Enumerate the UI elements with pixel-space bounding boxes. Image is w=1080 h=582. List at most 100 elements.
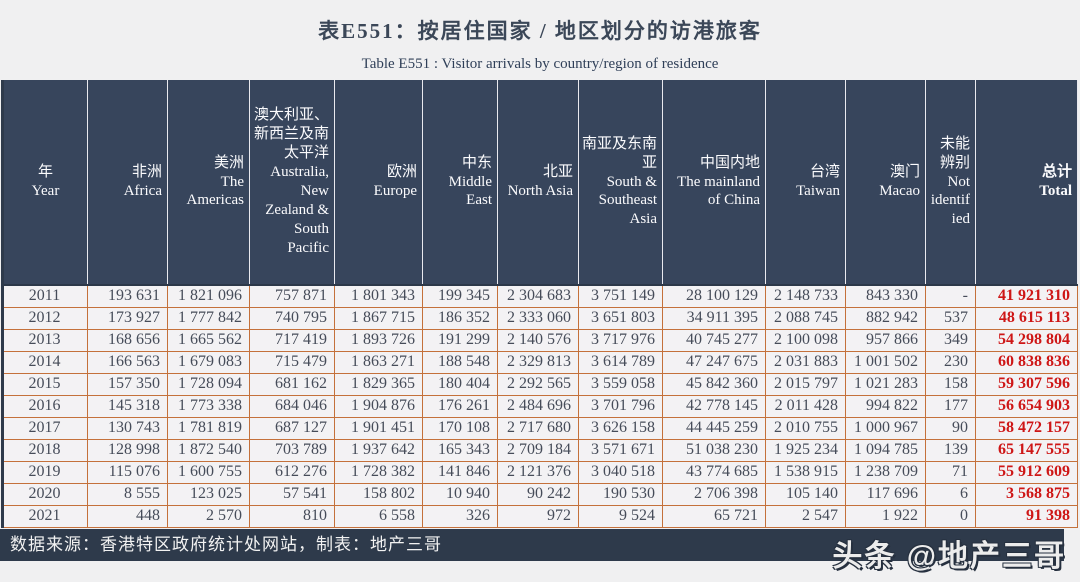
cell-north-asia: 2 709 184 <box>497 438 579 462</box>
title-block: 表E551：按居住国家 / 地区划分的访港旅客 Table E551 : Vis… <box>0 0 1080 80</box>
cell-australia-nz-south-pacific: 681 162 <box>249 372 335 396</box>
cell-europe: 1 893 726 <box>334 328 423 352</box>
cell-middle-east: 176 261 <box>422 394 498 418</box>
cell-taiwan: 2 100 098 <box>765 328 846 352</box>
cell-americas: 1 872 540 <box>167 438 250 462</box>
cell-taiwan: 1 538 915 <box>765 460 846 484</box>
cell-taiwan: 2 010 755 <box>765 416 846 440</box>
cell-middle-east: 170 108 <box>422 416 498 440</box>
cell-americas: 1 600 755 <box>167 460 250 484</box>
table-header-row: 年 Year 非洲 Africa 美洲 The Americas 澳大利亚、新西兰及南太平洋… <box>2 80 1078 286</box>
cell-mainland-china: 44 445 259 <box>662 416 766 440</box>
col-header-taiwan: 台湾 Taiwan <box>765 80 846 286</box>
col-header-africa: 非洲 Africa <box>87 80 168 286</box>
cell-macao: 843 330 <box>845 284 926 308</box>
cell-europe: 1 801 343 <box>334 284 423 308</box>
cell-europe: 1 904 876 <box>334 394 423 418</box>
cell-taiwan: 105 140 <box>765 482 846 506</box>
cell-north-asia: 90 242 <box>497 482 579 506</box>
cell-mainland-china: 51 038 230 <box>662 438 766 462</box>
cell-not-identified: 349 <box>925 328 976 352</box>
cell-mainland-china: 34 911 395 <box>662 306 766 330</box>
table-row-2014: 2014 166 563 1 679 083 715 479 1 863 271 188 … <box>2 350 1078 374</box>
cell-macao: 1 000 967 <box>845 416 926 440</box>
cell-south-southeast-asia: 3 571 671 <box>578 438 663 462</box>
cell-total: 48 615 113 <box>975 306 1078 330</box>
cell-australia-nz-south-pacific: 715 479 <box>249 350 335 374</box>
cell-middle-east: 199 345 <box>422 284 498 308</box>
col-header-total: 总计 Total <box>975 80 1078 286</box>
cell-americas: 1 679 083 <box>167 350 250 374</box>
cell-not-identified: - <box>925 284 976 308</box>
cell-north-asia: 2 121 376 <box>497 460 579 484</box>
cell-australia-nz-south-pacific: 612 276 <box>249 460 335 484</box>
cell-year: 2015 <box>2 372 88 396</box>
cell-africa: 448 <box>87 504 168 528</box>
cell-africa: 166 563 <box>87 350 168 374</box>
cell-australia-nz-south-pacific: 57 541 <box>249 482 335 506</box>
cell-mainland-china: 43 774 685 <box>662 460 766 484</box>
col-header-australia-nz-south-pacific: 澳大利亚、新西兰及南太平洋 Australia, New Zealand & So… <box>249 80 335 286</box>
cell-mainland-china: 2 706 398 <box>662 482 766 506</box>
cell-australia-nz-south-pacific: 703 789 <box>249 438 335 462</box>
cell-total: 59 307 596 <box>975 372 1078 396</box>
cell-taiwan: 2 547 <box>765 504 846 528</box>
table-row-2017: 2017 130 743 1 781 819 687 127 1 901 451 170 … <box>2 416 1078 440</box>
cell-mainland-china: 45 842 360 <box>662 372 766 396</box>
table-row-2020: 2020 8 555 123 025 57 541 158 802 10 940 90 24… <box>2 482 1078 506</box>
cell-not-identified: 537 <box>925 306 976 330</box>
table-row-2018: 2018 128 998 1 872 540 703 789 1 937 642 165 … <box>2 438 1078 462</box>
cell-not-identified: 177 <box>925 394 976 418</box>
cell-americas: 1 781 819 <box>167 416 250 440</box>
cell-taiwan: 2 011 428 <box>765 394 846 418</box>
cell-middle-east: 180 404 <box>422 372 498 396</box>
cell-middle-east: 191 299 <box>422 328 498 352</box>
cell-year: 2011 <box>2 284 88 308</box>
cell-africa: 173 927 <box>87 306 168 330</box>
visitor-arrivals-table: 年 Year 非洲 Africa 美洲 The Americas 澳大利亚、新西兰及南太平洋… <box>1 80 1078 528</box>
cell-total: 91 398 <box>975 504 1078 528</box>
cell-south-southeast-asia: 190 530 <box>578 482 663 506</box>
cell-africa: 8 555 <box>87 482 168 506</box>
cell-africa: 115 076 <box>87 460 168 484</box>
cell-macao: 1 001 502 <box>845 350 926 374</box>
table-title-zh: 表E551：按居住国家 / 地区划分的访港旅客 <box>318 19 762 43</box>
cell-year: 2021 <box>2 504 88 528</box>
cell-south-southeast-asia: 3 626 158 <box>578 416 663 440</box>
cell-year: 2017 <box>2 416 88 440</box>
table-row-2011: 2011 193 631 1 821 096 757 871 1 801 343 199 … <box>2 284 1078 308</box>
cell-year: 2016 <box>2 394 88 418</box>
cell-south-southeast-asia: 3 040 518 <box>578 460 663 484</box>
cell-total: 3 568 875 <box>975 482 1078 506</box>
cell-americas: 123 025 <box>167 482 250 506</box>
cell-total: 60 838 836 <box>975 350 1078 374</box>
cell-year: 2018 <box>2 438 88 462</box>
cell-total: 54 298 804 <box>975 328 1078 352</box>
cell-australia-nz-south-pacific: 717 419 <box>249 328 335 352</box>
cell-north-asia: 2 329 813 <box>497 350 579 374</box>
cell-africa: 145 318 <box>87 394 168 418</box>
cell-australia-nz-south-pacific: 684 046 <box>249 394 335 418</box>
col-header-year: 年 Year <box>2 80 88 286</box>
cell-europe: 1 937 642 <box>334 438 423 462</box>
col-header-south-southeast-asia: 南亚及东南亚 South & Southeast Asia <box>578 80 663 286</box>
cell-south-southeast-asia: 3 701 796 <box>578 394 663 418</box>
cell-australia-nz-south-pacific: 757 871 <box>249 284 335 308</box>
cell-year: 2012 <box>2 306 88 330</box>
cell-europe: 158 802 <box>334 482 423 506</box>
cell-americas: 1 728 094 <box>167 372 250 396</box>
cell-north-asia: 2 304 683 <box>497 284 579 308</box>
cell-europe: 1 867 715 <box>334 306 423 330</box>
cell-europe: 1 863 271 <box>334 350 423 374</box>
cell-macao: 1 238 709 <box>845 460 926 484</box>
cell-africa: 157 350 <box>87 372 168 396</box>
col-header-not-identified: 未能辨别 Not identified <box>925 80 976 286</box>
toutiao-watermark: 头条 @地产三哥 <box>832 540 1066 573</box>
cell-year: 2019 <box>2 460 88 484</box>
cell-not-identified: 158 <box>925 372 976 396</box>
cell-middle-east: 141 846 <box>422 460 498 484</box>
cell-middle-east: 10 940 <box>422 482 498 506</box>
cell-year: 2014 <box>2 350 88 374</box>
source-note: 数据来源：香港特区政府统计处网站，制表：地产三哥 <box>0 528 1064 561</box>
